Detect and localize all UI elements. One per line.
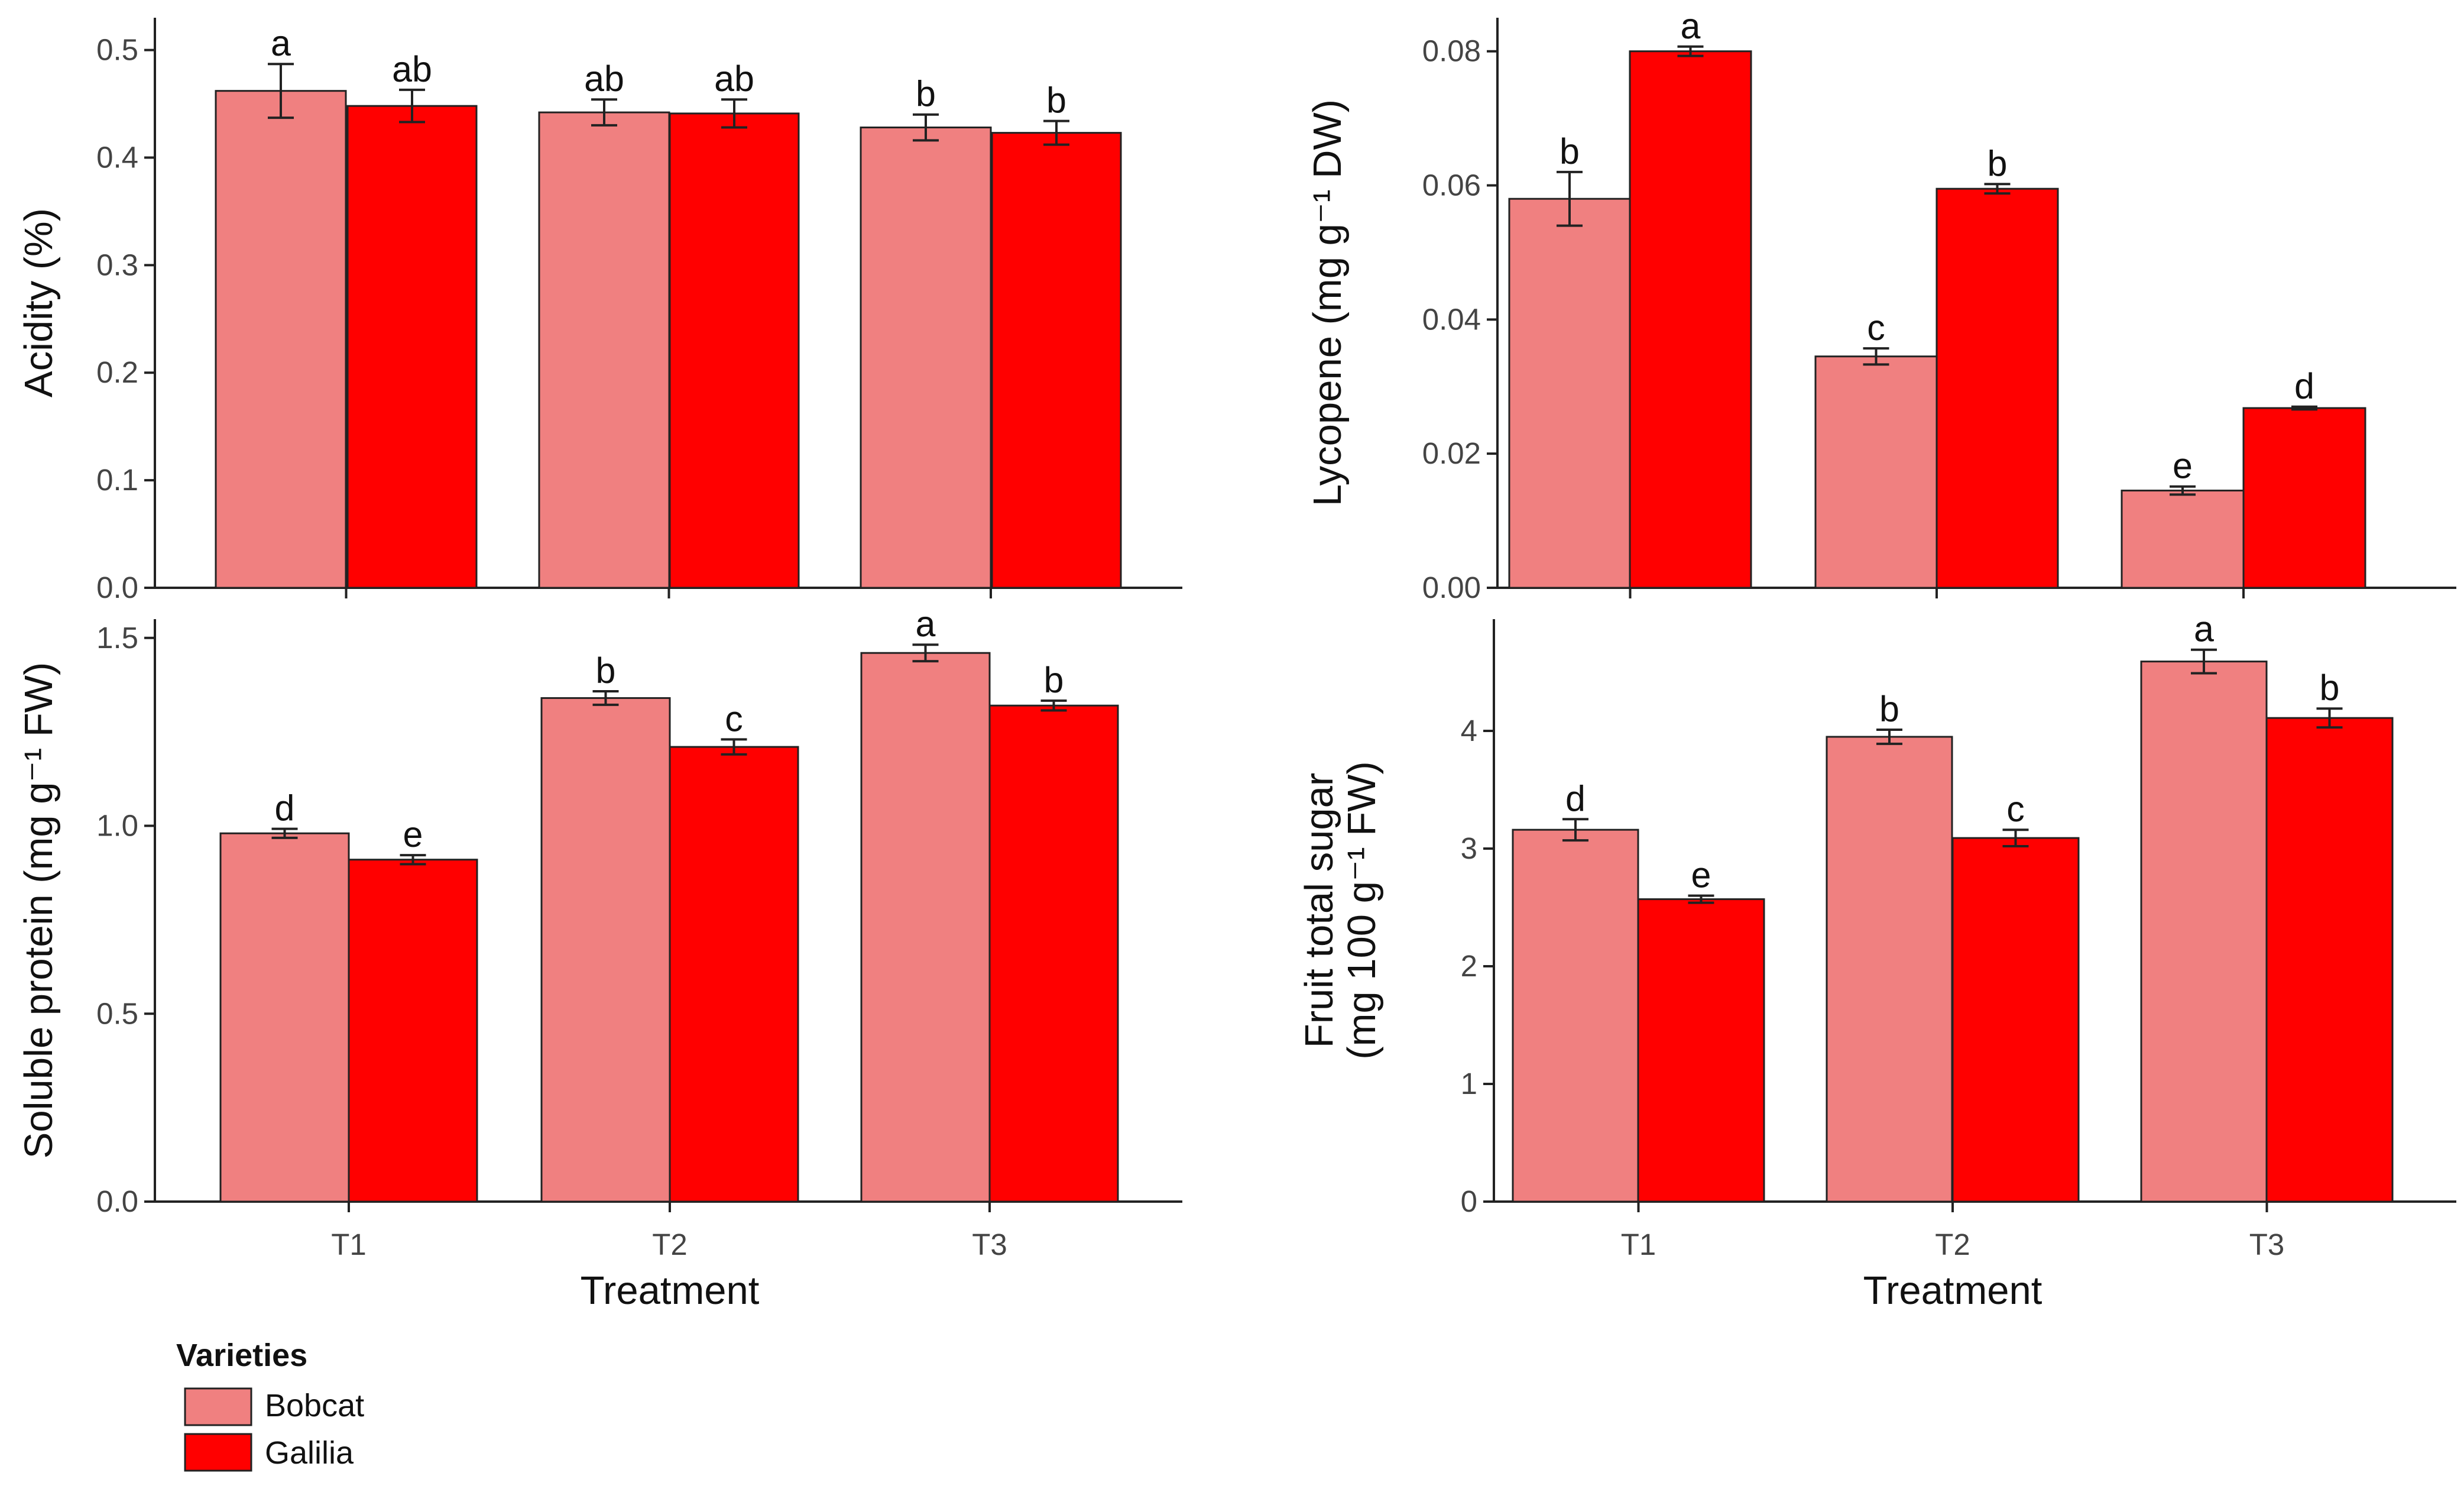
bar-galilia-t3	[988, 704, 1119, 1203]
y-tick-label: 0.3	[96, 248, 138, 281]
significance-letter: b	[1879, 689, 1899, 729]
bar-bobcat-t1	[215, 90, 347, 589]
bar-bobcat-t2	[1826, 736, 1953, 1203]
significance-letter: e	[2173, 446, 2193, 486]
y-axis-title: (mg 100 g⁻¹ FW)	[1340, 761, 1384, 1059]
bar-bobcat-t3	[860, 127, 992, 589]
x-tick-label: T3	[2249, 1228, 2285, 1261]
significance-letter: b	[596, 650, 616, 691]
y-tick-label: 0.0	[96, 1184, 138, 1218]
significance-letter: b	[1046, 80, 1066, 121]
significance-letter: d	[275, 788, 295, 828]
significance-letter: a	[2194, 609, 2214, 649]
bar-galilia-t2	[1935, 187, 2059, 589]
significance-letter: a	[271, 23, 291, 63]
significance-letter: b	[1560, 131, 1580, 171]
bar-bobcat-t2	[540, 697, 671, 1203]
bar-galilia-t3	[2242, 407, 2366, 589]
bar-galilia-t1	[346, 105, 478, 589]
bar-galilia-t2	[669, 112, 800, 589]
bar-galilia-t3	[2265, 717, 2394, 1203]
bar-galilia-t1	[1637, 898, 1765, 1203]
y-tick-label: 0.5	[96, 996, 138, 1030]
significance-letter: b	[2320, 668, 2340, 708]
x-tick-label: T2	[652, 1228, 688, 1261]
y-tick-label: 0.06	[1422, 169, 1481, 202]
x-tick-label: T1	[331, 1228, 367, 1261]
bar-galilia-t3	[991, 132, 1122, 589]
bar-bobcat-t1	[1508, 198, 1631, 589]
significance-letter: ab	[584, 59, 624, 99]
significance-letter: d	[2294, 366, 2314, 406]
significance-letter: c	[1867, 307, 1885, 348]
y-tick-label: 0.02	[1422, 436, 1481, 470]
bar-bobcat-t1	[219, 832, 350, 1203]
y-tick-label: 3	[1461, 831, 1477, 865]
bar-galilia-t1	[1629, 50, 1752, 589]
significance-letter: ab	[392, 49, 432, 89]
significance-letter: a	[1681, 6, 1701, 46]
significance-letter: ab	[714, 59, 754, 99]
significance-letter: b	[916, 74, 936, 114]
bar-bobcat-t2	[538, 111, 670, 589]
bar-bobcat-t1	[1512, 828, 1639, 1203]
y-tick-label: 1.0	[96, 809, 138, 843]
significance-letter: c	[2006, 789, 2025, 829]
bar-bobcat-t3	[2121, 490, 2245, 589]
y-tick-label: 0.2	[96, 355, 138, 389]
x-tick-label: T2	[1935, 1228, 1970, 1261]
legend-label-galilia: Galilia	[265, 1435, 354, 1471]
bar-bobcat-t3	[860, 652, 991, 1203]
significance-letter: d	[1565, 778, 1586, 818]
bar-galilia-t1	[348, 859, 478, 1203]
bar-galilia-t2	[1951, 837, 2080, 1203]
x-axis-title-left: Treatment	[581, 1268, 760, 1313]
legend-title: Varieties	[176, 1338, 307, 1373]
y-tick-label: 1.5	[96, 621, 138, 655]
x-tick-label: T3	[972, 1228, 1007, 1261]
bar-bobcat-t3	[2140, 661, 2268, 1203]
significance-letter: a	[916, 604, 936, 644]
y-axis-title: Soluble protein (mg g⁻¹ FW)	[17, 662, 61, 1159]
panel-lycopene: 0.00 0.02 0.04 0.06 0.08 Lycopene (mg g⁻¹ DW)…	[1305, 6, 2456, 604]
x-axis-title-right: Treatment	[1863, 1268, 2042, 1313]
panel-fruit-total-sugar: 0 1 2 3 4 Fruit total sugar(mg 100 g⁻¹ FW) d e T…	[1297, 609, 2456, 1261]
significance-letter: c	[725, 698, 743, 739]
y-tick-label: 0.1	[96, 463, 138, 497]
y-tick-label: 0	[1461, 1184, 1477, 1218]
y-tick-label: 0.4	[96, 140, 138, 174]
y-tick-label: 1	[1461, 1067, 1477, 1100]
significance-letter: e	[1691, 855, 1711, 895]
y-axis-title: Acidity (%)	[17, 208, 61, 397]
y-tick-label: 0.0	[96, 571, 138, 604]
y-tick-label: 0.5	[96, 33, 138, 67]
bar-galilia-t2	[669, 746, 799, 1203]
x-tick-label: T1	[1621, 1228, 1656, 1261]
y-tick-label: 4	[1461, 714, 1477, 747]
y-axis-title: Lycopene (mg g⁻¹ DW)	[1305, 99, 1350, 506]
legend: Varieties Bobcat Galilia	[176, 1338, 364, 1472]
significance-letter: e	[403, 814, 423, 854]
panel-soluble-protein: 0.0 0.5 1.0 1.5 Soluble protein (mg g⁻¹ FW) d…	[17, 604, 1182, 1261]
y-tick-label: 2	[1461, 949, 1477, 983]
legend-label-bobcat: Bobcat	[265, 1388, 364, 1423]
significance-letter: b	[1044, 660, 1064, 700]
legend-swatch-galilia	[184, 1433, 252, 1472]
y-axis-title: Fruit total sugar	[1297, 773, 1341, 1048]
y-tick-label: 0.08	[1422, 34, 1481, 68]
bar-bobcat-t2	[1814, 355, 1938, 589]
y-tick-label: 0.04	[1422, 302, 1481, 336]
significance-letter: b	[1988, 143, 2008, 183]
legend-swatch-bobcat	[184, 1387, 252, 1426]
y-tick-label: 0.00	[1422, 571, 1481, 604]
panel-acidity: 0.0 0.1 0.2 0.3 0.4 0.5 Acidity (%) a ab ab ab b b	[17, 18, 1182, 604]
